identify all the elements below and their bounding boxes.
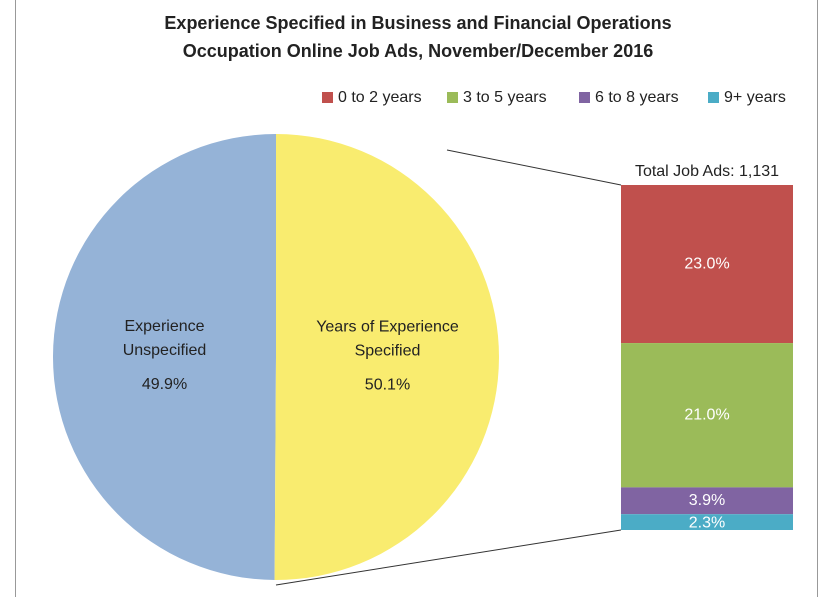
- legend-swatch: [447, 92, 458, 103]
- pie-slice: [52, 134, 276, 580]
- legend-swatch: [579, 92, 590, 103]
- bar-value-label: 3.9%: [689, 492, 725, 509]
- legend-label: 3 to 5 years: [463, 89, 547, 106]
- legend-label: 6 to 8 years: [595, 89, 679, 106]
- bar-value-label: 2.3%: [689, 514, 725, 531]
- bar-value-label: 23.0%: [684, 255, 729, 272]
- bar-value-label: 21.0%: [684, 406, 729, 423]
- legend-swatch: [708, 92, 719, 103]
- annotation: Total Job Ads: 1,131: [635, 163, 779, 180]
- legend-label: 0 to 2 years: [338, 89, 422, 106]
- slice-label: Experience: [124, 318, 204, 335]
- slice-label: Years of Experience: [316, 319, 459, 336]
- connector-line: [446, 149, 622, 186]
- legend-swatch: [322, 92, 333, 103]
- slice-value-label: 50.1%: [365, 377, 410, 394]
- pie-slice: [274, 134, 499, 580]
- chart-title: Experience Specified in Business and Fin…: [164, 13, 671, 33]
- slice-value-label: 49.9%: [142, 376, 187, 393]
- chart-title: Occupation Online Job Ads, November/Dece…: [183, 41, 653, 61]
- bar-segment: [621, 487, 793, 515]
- bar-segment: [621, 343, 793, 488]
- legend-label: 9+ years: [724, 89, 786, 106]
- bar-segment: [621, 514, 793, 530]
- connector-line: [275, 529, 622, 586]
- bar-segment: [621, 185, 793, 344]
- slice-label: Unspecified: [123, 342, 207, 359]
- slice-label: Specified: [355, 343, 421, 360]
